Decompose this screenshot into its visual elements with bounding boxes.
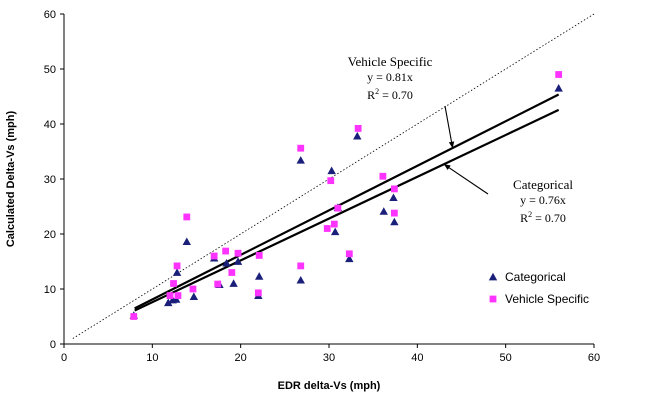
- vehicle-specific-point: [189, 285, 197, 293]
- categorical-point: [353, 131, 362, 140]
- x-tick-label: 40: [411, 352, 423, 364]
- legend-vehicle-specific-marker: [489, 295, 497, 303]
- legend-categorical-marker: [488, 272, 498, 281]
- x-tick-label: 0: [61, 352, 67, 364]
- vehicle-specific-point: [255, 252, 263, 259]
- annotation-vehicle-specific-equation: y = 0.81x: [367, 70, 413, 84]
- vehicle-specific-point: [390, 209, 398, 217]
- x-tick-label: 60: [588, 352, 600, 364]
- vehicle-specific-point: [254, 289, 262, 297]
- vehicle-specific-point: [130, 313, 138, 320]
- vehicle-specific-point: [323, 225, 331, 232]
- r2-symbol: R: [520, 211, 528, 225]
- legend: Categorical Vehicle Specific: [488, 270, 589, 306]
- categorical-point: [554, 84, 563, 92]
- categorical-point: [182, 237, 191, 246]
- r2-symbol: R: [367, 88, 375, 102]
- r2-superscript: 2: [528, 210, 532, 219]
- vehicle-specific-point: [228, 269, 236, 276]
- categorical-point: [222, 258, 231, 267]
- vehicle-specific-point: [210, 252, 218, 260]
- r2-value: = 0.70: [379, 88, 413, 102]
- y-tick-label: 30: [44, 174, 56, 186]
- categorical-point: [330, 227, 340, 236]
- vehicle-specific-point: [170, 280, 177, 287]
- y-tick-label: 0: [50, 339, 56, 351]
- vehicle-specific-point: [214, 280, 222, 288]
- trendline-vehicle-specific: [134, 93, 560, 310]
- categorical-point: [389, 193, 398, 202]
- y-tick-label: 50: [44, 64, 56, 76]
- legend-categorical-label: Categorical: [505, 270, 566, 284]
- annotation-vehicle-specific-label: Vehicle Specific: [348, 54, 433, 69]
- trendline-categorical: [134, 108, 560, 312]
- categorical-point: [390, 217, 399, 226]
- categorical-point: [345, 254, 354, 263]
- vehicle-specific-point: [334, 204, 342, 212]
- annotation-categorical-label: Categorical: [513, 177, 573, 192]
- y-tick-label: 40: [44, 119, 56, 131]
- categorical-point: [164, 298, 173, 307]
- vehicle-specific-point: [330, 220, 338, 228]
- categorical-point: [379, 207, 388, 215]
- annotation-categorical-arrowhead: [443, 164, 451, 171]
- annotation-categorical-r2: R2 = 0.70: [520, 210, 566, 225]
- categorical-point: [233, 257, 243, 265]
- vehicle-specific-point: [379, 172, 387, 180]
- vehicle-specific-point: [234, 249, 242, 257]
- vehicle-specific-point: [354, 125, 362, 132]
- vehicle-specific-point: [327, 177, 335, 185]
- x-axis-title: EDR delta-Vs (mph): [278, 380, 381, 392]
- y-tick-label: 10: [44, 284, 56, 296]
- x-tick-label: 30: [323, 352, 335, 364]
- y-tick-label: 20: [44, 229, 56, 241]
- vehicle-specific-point: [297, 262, 305, 270]
- legend-vehicle-specific-label: Vehicle Specific: [505, 292, 589, 306]
- x-tick-label: 20: [235, 352, 247, 364]
- vehicle-specific-point: [166, 292, 174, 299]
- vehicle-specific-point: [555, 71, 563, 78]
- categorical-point: [296, 156, 305, 164]
- y-tick-label: 60: [44, 9, 56, 21]
- vehicle-specific-point: [345, 250, 353, 258]
- vehicle-specific-point: [183, 213, 191, 221]
- plot-area: [72, 13, 595, 339]
- categorical-point: [229, 279, 238, 287]
- categorical-point: [327, 166, 336, 175]
- annotation-categorical-equation: y = 0.76x: [520, 193, 566, 207]
- r2-value: = 0.70: [532, 211, 566, 225]
- r2-superscript: 2: [375, 87, 379, 96]
- annotation-categorical-arrow: [443, 163, 489, 195]
- axes: 0 10 20 30 40 50 60 0 10 20 30 40 50 60 EDR delta-Vs (…: [5, 9, 600, 392]
- vehicle-specific-point: [297, 144, 305, 152]
- y-axis-title: Calculated Delta-Vs (mph): [5, 111, 17, 248]
- reference-line-y-equals-x: [72, 13, 595, 339]
- vehicle-specific-point: [390, 185, 398, 193]
- vehicle-specific-point: [174, 292, 182, 299]
- vehicle-specific-point: [222, 247, 230, 255]
- categorical-point: [172, 268, 182, 276]
- x-tick-label: 10: [146, 352, 158, 364]
- annotation-vehicle-specific-arrow: [444, 105, 454, 149]
- categorical-point: [255, 272, 264, 280]
- annotation-vehicle-specific-arrowhead: [448, 141, 455, 149]
- categorical-point: [296, 276, 305, 284]
- categorical-point: [171, 295, 181, 303]
- x-tick-label: 50: [500, 352, 512, 364]
- vehicle-specific-point: [173, 262, 181, 270]
- categorical-point: [189, 292, 199, 301]
- annotation-vehicle-specific-r2: R2 = 0.70: [367, 87, 413, 102]
